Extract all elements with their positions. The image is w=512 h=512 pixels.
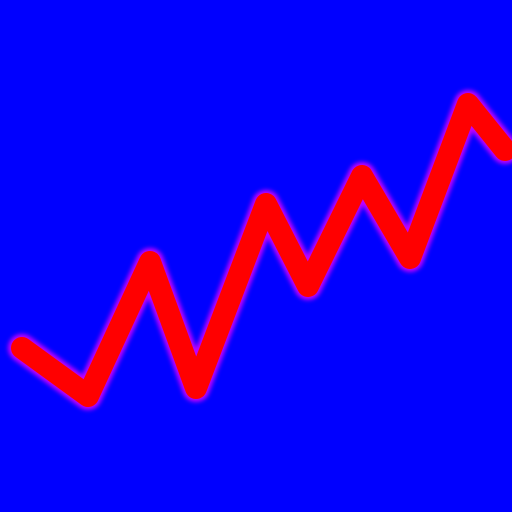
zigzag-stroke (11, 93, 512, 407)
